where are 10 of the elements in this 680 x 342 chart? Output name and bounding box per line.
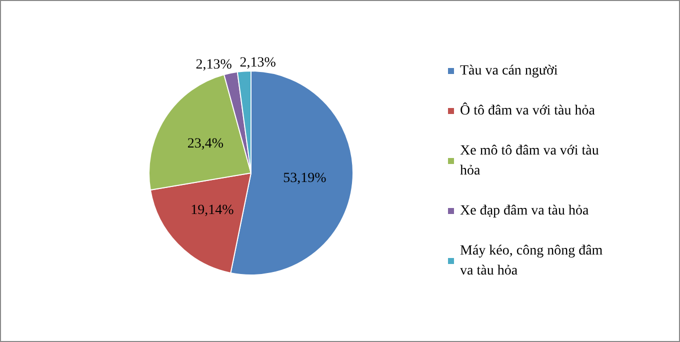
legend-label: Ô tô đâm va với tàu hỏa [460, 102, 596, 118]
legend-label: Tàu va cán người [460, 64, 558, 78]
data-label: 2,13% [240, 56, 276, 71]
data-label: 53,19% [283, 170, 327, 186]
legend-label: Xe đạp đâm va tàu hỏa [460, 204, 590, 218]
data-label: 19,14% [190, 203, 234, 218]
data-label: 2,13% [196, 58, 232, 73]
legend-label: Máy kéo, công nông đâm va tàu hỏa [460, 244, 606, 278]
legend-label: Xe mô tô đâm va với tàu hỏa [460, 144, 602, 178]
data-label: 23,4% [187, 136, 224, 152]
